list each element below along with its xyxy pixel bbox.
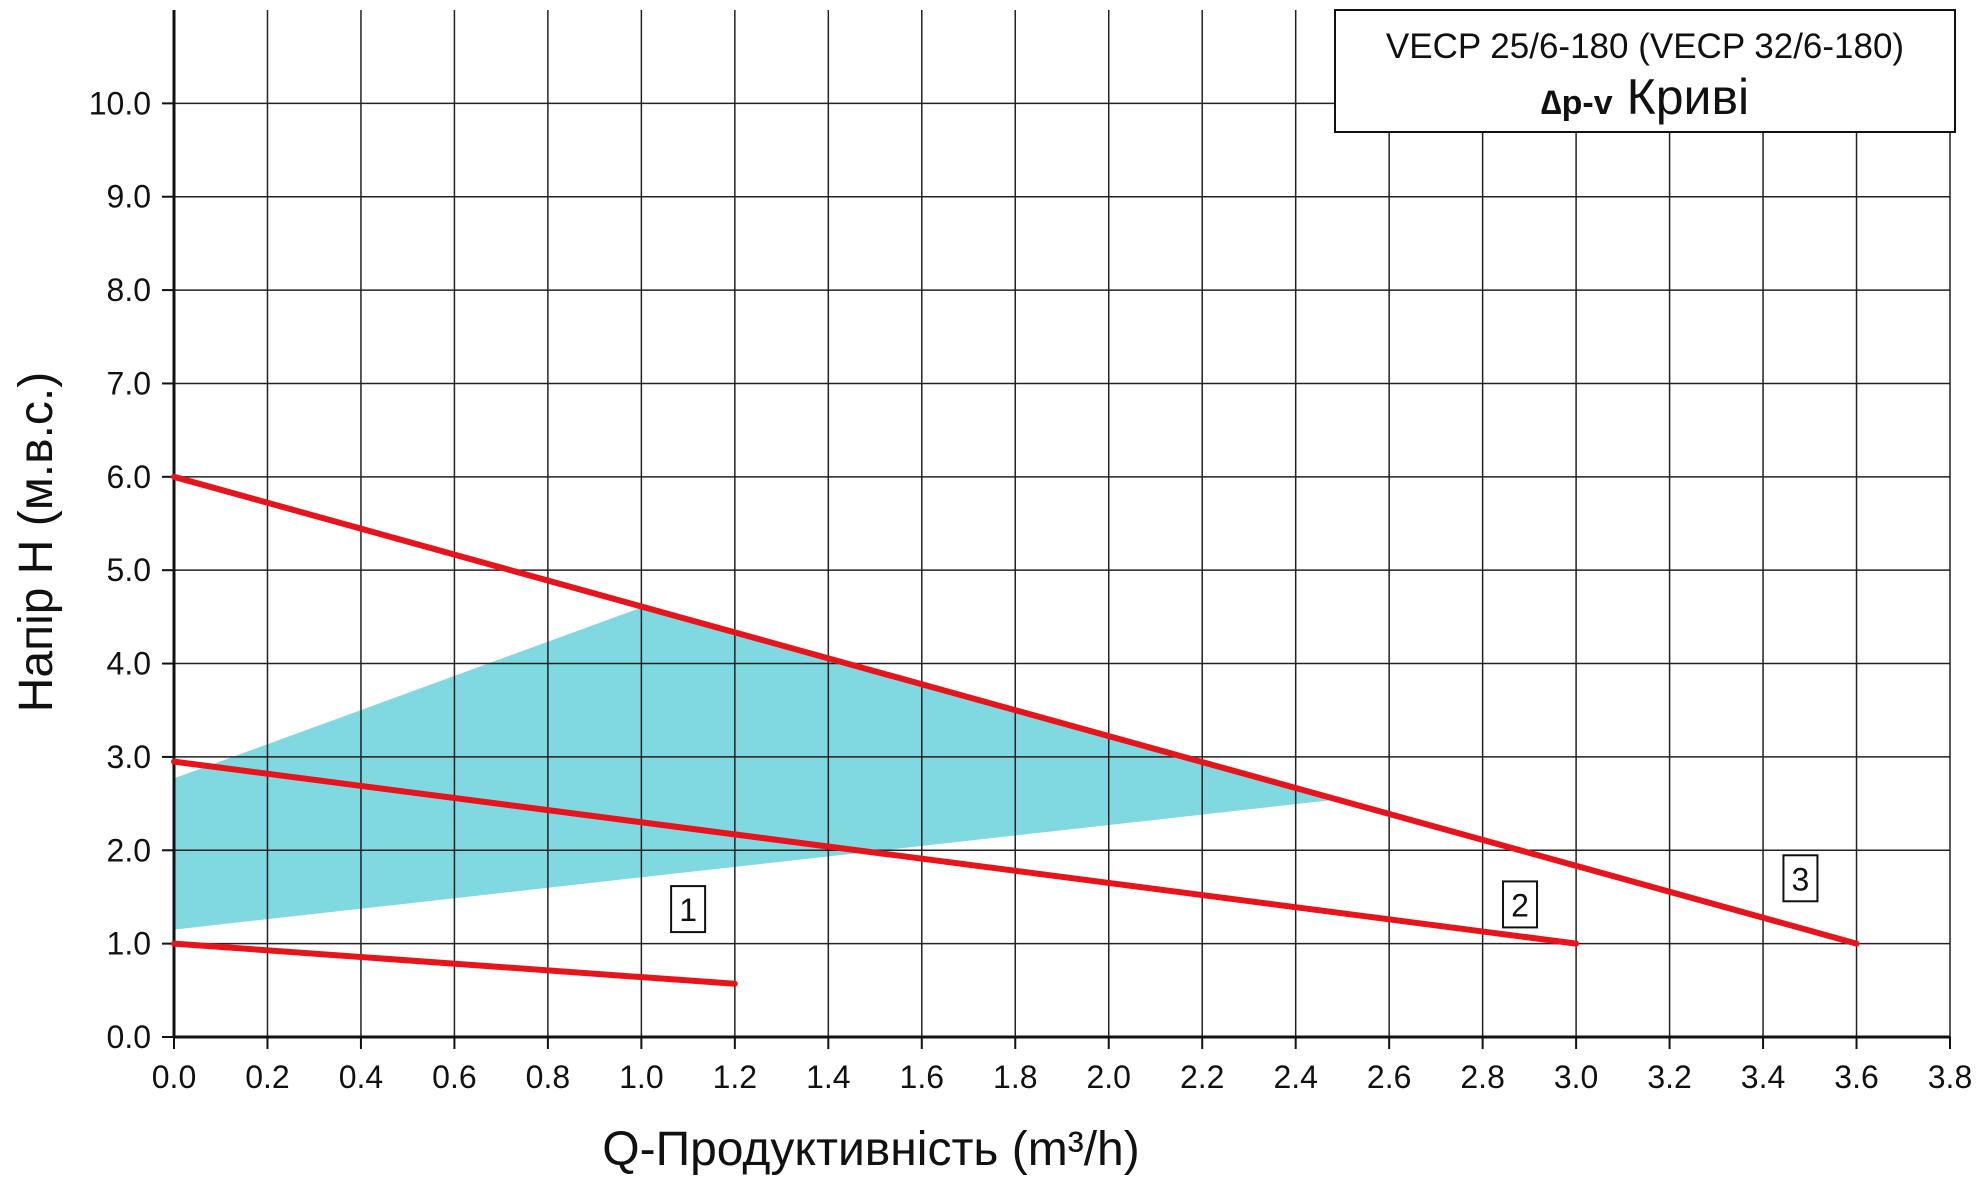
x-tick-label-15: 3.0	[1554, 1059, 1598, 1095]
x-tick-label-10: 2.0	[1086, 1059, 1130, 1095]
x-tick-label-6: 1.2	[713, 1059, 757, 1095]
y-tick-label-9: 9.0	[107, 179, 151, 215]
x-tick-label-12: 2.4	[1273, 1059, 1317, 1095]
x-tick-label-7: 1.4	[806, 1059, 850, 1095]
curve-1-label: 1	[679, 892, 697, 928]
title-box: VECP 25/6-180 (VECP 32/6-180) ∆p-v Криві	[1334, 9, 1956, 133]
x-tick-label-19: 3.8	[1928, 1059, 1972, 1095]
y-tick-label-0: 0.0	[107, 1019, 151, 1055]
x-tick-label-11: 2.2	[1180, 1059, 1224, 1095]
curve-1-label-box	[670, 885, 707, 934]
x-tick-label-16: 3.2	[1647, 1059, 1691, 1095]
curve-2-line	[171, 758, 1580, 947]
x-tick-label-13: 2.6	[1367, 1059, 1411, 1095]
curve-labels: 1 2 3	[670, 854, 1819, 934]
x-tick-label-3: 0.6	[432, 1059, 476, 1095]
delta-pv-symbol: ∆p-v	[1541, 84, 1613, 122]
curve-3-label: 3	[1792, 861, 1810, 897]
title-box-frame	[1334, 9, 1956, 133]
x-tick-label-18: 3.6	[1834, 1059, 1878, 1095]
curve-2-label-box	[1502, 880, 1539, 929]
y-tick-label-8: 8.0	[107, 272, 151, 308]
curve-3-line	[171, 473, 1860, 947]
y-tick-label-1: 1.0	[107, 926, 151, 962]
curve-3-label-box	[1782, 854, 1819, 903]
y-tick-label-10: 10.0	[89, 85, 151, 121]
x-tick-label-4: 0.8	[526, 1059, 570, 1095]
x-tick-label-1: 0.2	[245, 1059, 289, 1095]
y-tick-label-4: 4.0	[107, 646, 151, 682]
x-tick-label-8: 1.6	[900, 1059, 944, 1095]
y-tick-label-2: 2.0	[107, 832, 151, 868]
x-tick-label-2: 0.4	[339, 1059, 383, 1095]
operating-range-area	[174, 607, 1343, 930]
x-tick-label-9: 1.8	[993, 1059, 1037, 1095]
x-axis-title: Q-Продуктивність (m³/h)	[602, 1123, 1139, 1176]
y-tick-label-3: 3.0	[107, 739, 151, 775]
x-tick-labels: 0.0 0.2 0.4 0.6 0.8 1.0 1.2 1.4 1.6 1.8 2.0 2.2 2.4 2…	[152, 1059, 1972, 1095]
curves-word: Криві	[1627, 69, 1750, 125]
x-tick-label-14: 2.8	[1460, 1059, 1504, 1095]
y-tick-label-7: 7.0	[107, 365, 151, 401]
x-tick-label-5: 1.0	[619, 1059, 663, 1095]
y-tick-label-5: 5.0	[107, 552, 151, 588]
pump-curves	[171, 473, 1860, 987]
axes	[162, 10, 1951, 1049]
x-tick-label-0: 0.0	[152, 1059, 196, 1095]
chart-title: VECP 25/6-180 (VECP 32/6-180)	[1386, 27, 1904, 66]
y-tick-labels: 0.0 1.0 2.0 3.0 4.0 5.0 6.0 7.0 8.0 9.0 10.0	[89, 85, 151, 1055]
curve-2-label: 2	[1511, 887, 1529, 923]
y-tick-label-6: 6.0	[107, 459, 151, 495]
curve-1-line	[171, 940, 738, 987]
chart-subtitle: ∆p-v Криві	[1541, 69, 1749, 125]
y-axis-title: Напір H (м.в.с.)	[10, 372, 63, 713]
x-tick-label-17: 3.4	[1741, 1059, 1785, 1095]
